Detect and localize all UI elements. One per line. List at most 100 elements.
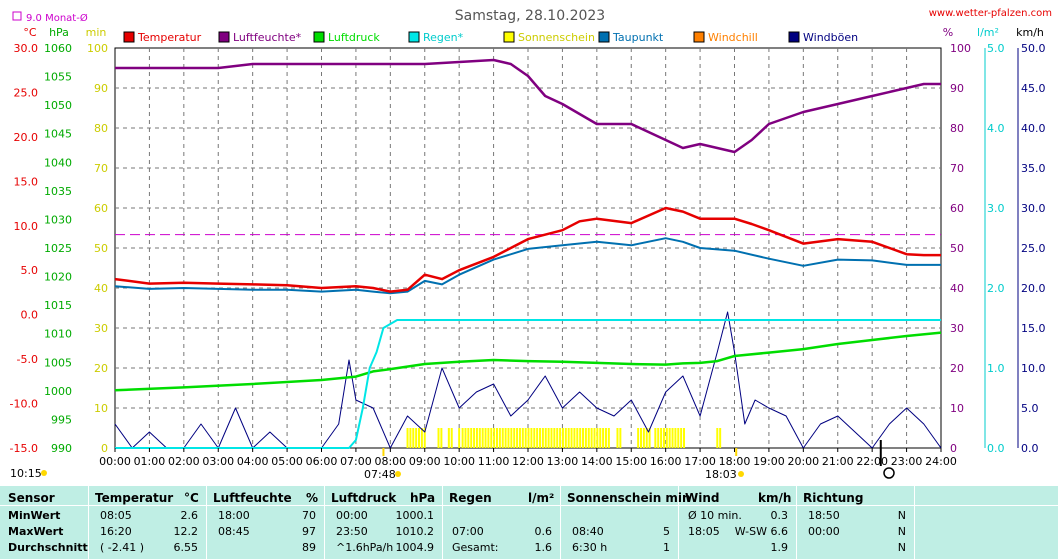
legend-label: Taupunkt	[612, 31, 664, 44]
stats-header-temperature: Temperatur	[95, 491, 174, 505]
x-tick-label: 18:00	[719, 455, 751, 468]
unit-rain: l/m²	[977, 26, 999, 39]
legend-label: Luftdruck	[328, 31, 380, 44]
stats-cell-press-val: 1010.2	[395, 525, 435, 538]
stats-cell-hum-val: 70	[302, 509, 316, 522]
humidity-tick-label: 10	[950, 402, 964, 415]
x-tick-label: 02:00	[168, 455, 200, 468]
wind-tick-label: 45.0	[1021, 82, 1046, 95]
series-line-regen	[115, 319, 941, 449]
legend-label: Luftfeuchte*	[233, 31, 302, 44]
legend-swatch	[503, 31, 515, 43]
stats-cell-press-time: 23:50	[336, 525, 368, 538]
x-tick-label: 16:00	[650, 455, 682, 468]
stats-header-direction: Richtung	[803, 491, 864, 505]
pressure-tick-label: 995	[51, 413, 72, 426]
site-link[interactable]: www.wetter-pfalzen.com	[929, 8, 1052, 19]
stats-cell-temp-val: 6.55	[173, 541, 199, 554]
legend-swatch	[408, 31, 420, 43]
sunset-label: 18:03	[705, 468, 737, 481]
sunshine-tick-label: 90	[94, 82, 108, 95]
stats-cell-wind-val: W-SW 6.6	[734, 525, 788, 538]
legend-label: Temperatur	[137, 31, 202, 44]
pressure-tick-label: 1035	[44, 185, 72, 198]
wind-tick-label: 20.0	[1021, 282, 1046, 295]
x-tick-label: 19:00	[753, 455, 785, 468]
x-tick-label: 21:00	[822, 455, 854, 468]
temp-tick-label: 30.0	[14, 42, 39, 55]
pressure-tick-label: 1025	[44, 242, 72, 255]
stats-col-sep	[796, 486, 797, 559]
legend-swatch	[598, 31, 610, 43]
series-line-temperatur	[114, 206, 941, 293]
stats-col-sep	[324, 486, 325, 559]
sunshine-tick-label: 80	[94, 122, 108, 135]
pressure-tick-label: 1005	[44, 356, 72, 369]
stats-header-wind-unit: km/h	[758, 491, 792, 505]
pressure-tick-label: 1015	[44, 299, 72, 312]
x-tick-label: 24:00	[925, 455, 957, 468]
x-tick-label: 12:00	[512, 455, 544, 468]
sunshine-tick-label: 100	[87, 42, 108, 55]
humidity-tick-label: 50	[950, 242, 964, 255]
stats-header-rain: Regen	[449, 491, 492, 505]
stats-cell-press-val: 1000.1	[395, 509, 435, 522]
stats-cell-rain-val: 0.6	[534, 525, 553, 538]
stats-col-sep	[206, 486, 207, 559]
series-line-windböen	[114, 311, 942, 449]
x-tick-label: 13:00	[547, 455, 579, 468]
wind-tick-label: 15.0	[1021, 322, 1046, 335]
stats-col-sep	[678, 486, 679, 559]
stats-cell-wind-val: 0.3	[770, 509, 789, 522]
chart-legend: Temperatur Luftfeuchte* Luftdruck Regen* Son…	[123, 31, 858, 44]
stats-cell-wind-time: Ø 10 min.	[688, 509, 742, 522]
sunshine-tick-label: 70	[94, 162, 108, 175]
stats-cell-rain-val: 1.6	[534, 541, 553, 554]
series-line-luftdruck	[114, 331, 942, 392]
legend-swatch	[313, 31, 325, 43]
stats-cell-press-time: ^1.6hPa/h	[336, 541, 394, 554]
sunshine-tick-label: 40	[94, 282, 108, 295]
x-tick-label: 08:00	[374, 455, 406, 468]
humidity-tick-label: 100	[950, 42, 971, 55]
rain-tick-label: 4.0	[987, 122, 1005, 135]
x-tick-label: 03:00	[202, 455, 234, 468]
wind-tick-label: 0.0	[1021, 442, 1039, 455]
stats-cell-rain-time: Gesamt:	[452, 541, 499, 554]
stats-header-temp-unit: °C	[184, 491, 199, 505]
stats-header-rain-unit: l/m²	[528, 491, 555, 505]
sunshine-tick-label: 60	[94, 202, 108, 215]
stats-header-pressure: Luftdruck	[331, 491, 397, 505]
legend-label: Regen*	[423, 31, 464, 44]
x-tick-label: 06:00	[306, 455, 338, 468]
wind-tick-label: 30.0	[1021, 202, 1046, 215]
humidity-tick-label: 40	[950, 282, 964, 295]
stats-header-sunshine: Sonnenschein min	[567, 491, 691, 505]
wind-tick-label: 5.0	[1021, 402, 1039, 415]
stats-cell-wind-time: 18:05	[688, 525, 720, 538]
pressure-tick-label: 1030	[44, 213, 72, 226]
pressure-tick-label: 1020	[44, 271, 72, 284]
time-start-icon	[41, 470, 47, 476]
rain-tick-label: 3.0	[987, 202, 1005, 215]
sunshine-tick-label: 50	[94, 242, 108, 255]
stats-cell-label: Durchschnitt	[8, 541, 88, 554]
sunshine-tick-label: 30	[94, 322, 108, 335]
sunrise-label: 07:48	[364, 468, 396, 481]
x-tick-label: 00:00	[99, 455, 131, 468]
temp-tick-label: 10.0	[14, 220, 39, 233]
series-line-luftfeuchte	[115, 58, 941, 154]
stats-cell-temp-time: ( -2.41 )	[100, 541, 145, 554]
temp-tick-label: -15.0	[10, 442, 38, 455]
x-tick-label: 17:00	[684, 455, 716, 468]
wind-direction-icon	[883, 467, 895, 479]
temp-tick-label: 15.0	[14, 175, 39, 188]
stats-col-sep	[442, 486, 443, 559]
sunrise-icon	[395, 471, 401, 477]
sunshine-tick-label: 20	[94, 362, 108, 375]
x-tick-label: 11:00	[478, 455, 510, 468]
chart-axes-layer: 30.0 25.0 20.0 15.0 10.0 5.0 0.0 -5.0 -10.0 -15.0…	[10, 26, 1046, 468]
x-tick-label: 07:00	[340, 455, 372, 468]
stats-divider	[0, 505, 1058, 506]
temp-tick-label: 25.0	[14, 86, 39, 99]
